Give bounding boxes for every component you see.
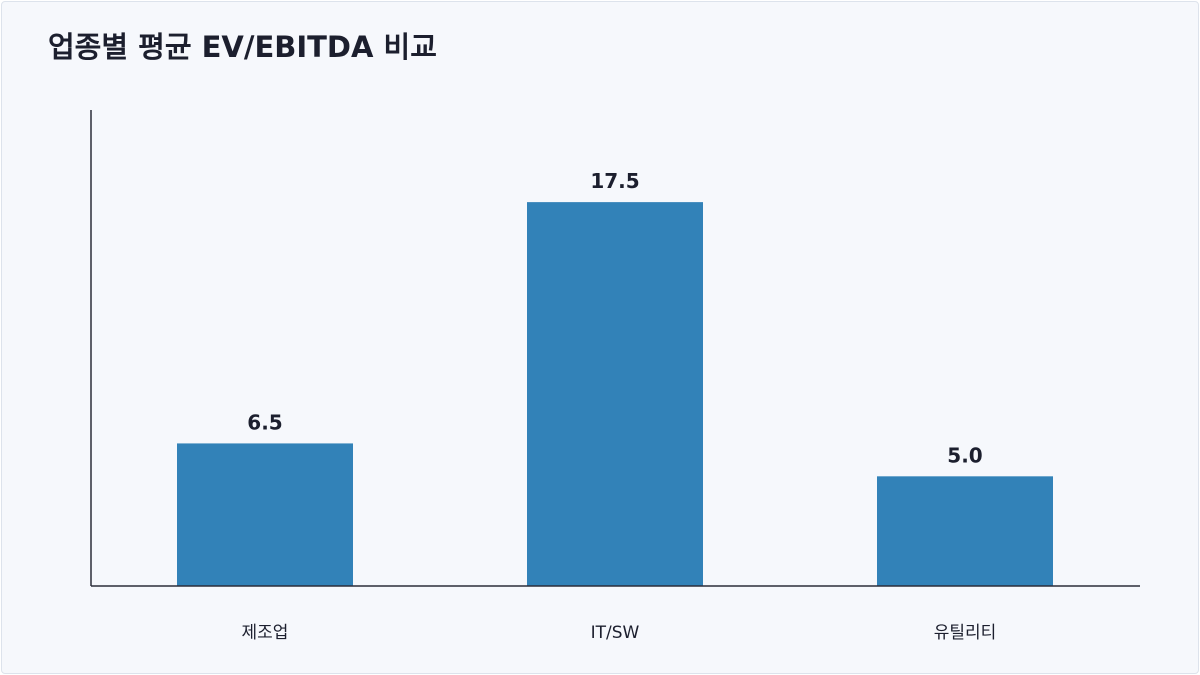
bar-2	[877, 476, 1053, 586]
value-labels-group: 6.5 17.5 5.0	[247, 169, 982, 467]
bar-1	[527, 202, 703, 586]
value-label-0: 6.5	[247, 410, 282, 434]
x-tick-label-0: 제조업	[242, 623, 289, 643]
value-label-1: 17.5	[590, 169, 639, 193]
x-tick-label-1: IT/SW	[591, 623, 640, 643]
x-tick-label-2: 유틸리티	[934, 623, 997, 643]
bar-0	[177, 443, 353, 586]
chart-title: 업종별 평균 EV/EBITDA 비교	[48, 30, 437, 64]
x-tick-labels-group: 제조업 IT/SW 유틸리티	[242, 623, 997, 643]
bars-group	[177, 202, 1053, 586]
value-label-2: 5.0	[947, 443, 982, 467]
